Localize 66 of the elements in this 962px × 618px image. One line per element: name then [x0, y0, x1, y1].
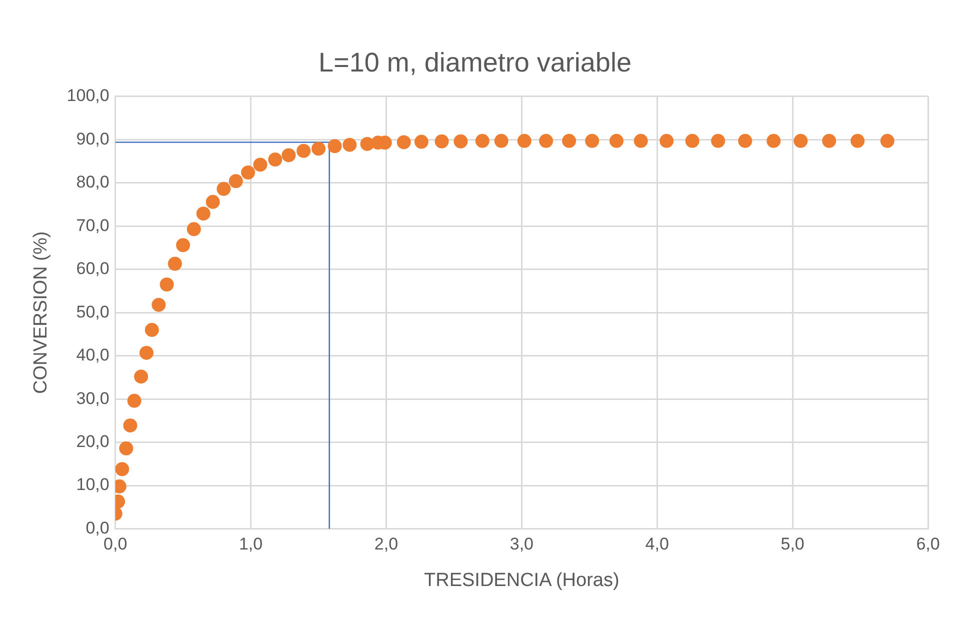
x-tick-label: 1,0	[238, 534, 263, 554]
point	[282, 148, 296, 162]
y-tick-label: 60,0	[76, 259, 110, 278]
point	[414, 134, 428, 149]
point	[342, 138, 357, 152]
point	[738, 134, 752, 148]
point	[328, 139, 342, 154]
y-tick-label: 80,0	[76, 172, 110, 192]
point	[660, 134, 674, 148]
point	[822, 134, 836, 148]
point	[241, 166, 256, 180]
chart-title: L=10 m, diametro variable	[318, 48, 632, 78]
point	[160, 277, 174, 292]
y-tick-label: 40,0	[76, 346, 110, 365]
point	[176, 238, 190, 252]
point	[115, 462, 130, 476]
x-tick-label: 2,0	[374, 534, 398, 554]
point	[253, 158, 268, 172]
point	[794, 134, 808, 148]
point	[766, 134, 781, 148]
point	[850, 134, 865, 148]
point	[685, 134, 700, 148]
point	[585, 134, 600, 148]
y-tick-label: 10,0	[76, 475, 110, 494]
x-tick-label: 5,0	[780, 534, 804, 554]
point	[119, 441, 134, 456]
y-axis-title: CONVERSION (%)	[30, 231, 52, 394]
x-tick-label: 6,0	[916, 534, 940, 554]
point	[134, 370, 148, 384]
y-tick-label: 70,0	[76, 216, 110, 235]
point	[127, 394, 142, 408]
point	[609, 134, 624, 148]
point	[517, 134, 532, 148]
point	[562, 134, 576, 148]
point	[228, 174, 243, 188]
x-tick-label: 4,0	[645, 534, 669, 554]
point	[296, 144, 311, 158]
point	[880, 134, 894, 148]
point	[186, 222, 201, 236]
y-tick-label: 0,0	[86, 518, 110, 538]
point	[711, 134, 726, 148]
y-tick-label: 90,0	[76, 129, 110, 148]
point	[168, 256, 182, 271]
x-axis-title: TRESIDENCIA (Horas)	[424, 570, 620, 591]
y-tick-label: 30,0	[76, 388, 110, 408]
point	[196, 206, 210, 221]
x-tick-label: 0,0	[104, 534, 128, 554]
point	[268, 152, 282, 167]
point	[312, 142, 326, 156]
point	[139, 346, 154, 360]
point	[539, 134, 554, 148]
point	[494, 134, 508, 148]
point	[206, 194, 220, 209]
point	[216, 182, 231, 196]
x-tick-label: 3,0	[510, 534, 534, 554]
point	[144, 322, 159, 337]
point	[475, 134, 490, 148]
y-tick-label: 20,0	[76, 432, 110, 452]
point	[123, 418, 138, 432]
point	[152, 298, 166, 312]
point	[396, 135, 411, 150]
point	[454, 134, 468, 148]
point	[634, 134, 648, 148]
y-tick-label: 50,0	[76, 302, 110, 322]
y-tick-label: 100,0	[66, 86, 110, 106]
point	[434, 134, 449, 148]
